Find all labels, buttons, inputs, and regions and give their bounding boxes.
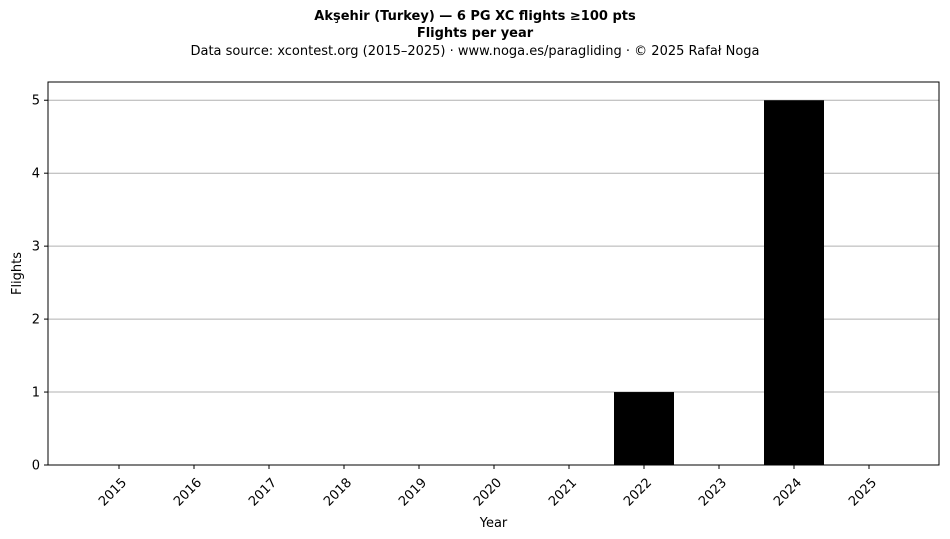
x-axis-label: Year <box>479 516 508 531</box>
x-tick-label: 2020 <box>471 475 505 509</box>
y-tick-label: 1 <box>32 386 40 401</box>
x-tick-label: 2025 <box>846 475 880 509</box>
chart-subtitle: Flights per year <box>416 26 534 41</box>
bar <box>614 392 674 465</box>
y-axis-label: Flights <box>10 252 25 295</box>
x-axis: 2015 2016 2017 2018 2019 2020 2021 2022 2023 2024… <box>96 465 880 509</box>
x-tick-label: 2016 <box>171 475 205 509</box>
y-tick-label: 5 <box>32 94 40 109</box>
y-tick-label: 2 <box>32 313 40 328</box>
bars <box>614 100 824 465</box>
y-axis: 0 1 2 3 4 5 <box>32 94 48 474</box>
x-tick-label: 2024 <box>771 475 805 509</box>
chart-source-note: Data source: xcontest.org (2015–2025) · … <box>190 44 760 59</box>
bar <box>764 100 824 465</box>
x-tick-label: 2019 <box>396 475 430 509</box>
y-tick-label: 4 <box>32 167 40 182</box>
x-tick-label: 2022 <box>621 475 655 509</box>
x-tick-label: 2015 <box>96 475 130 509</box>
x-tick-label: 2021 <box>546 475 580 509</box>
y-tick-label: 0 <box>32 459 40 474</box>
x-tick-label: 2018 <box>321 475 355 509</box>
x-tick-label: 2023 <box>696 475 730 509</box>
x-tick-label: 2017 <box>246 475 280 509</box>
y-tick-label: 3 <box>32 240 40 255</box>
chart-title: Akşehir (Turkey) — 6 PG XC flights ≥100 … <box>314 9 636 24</box>
